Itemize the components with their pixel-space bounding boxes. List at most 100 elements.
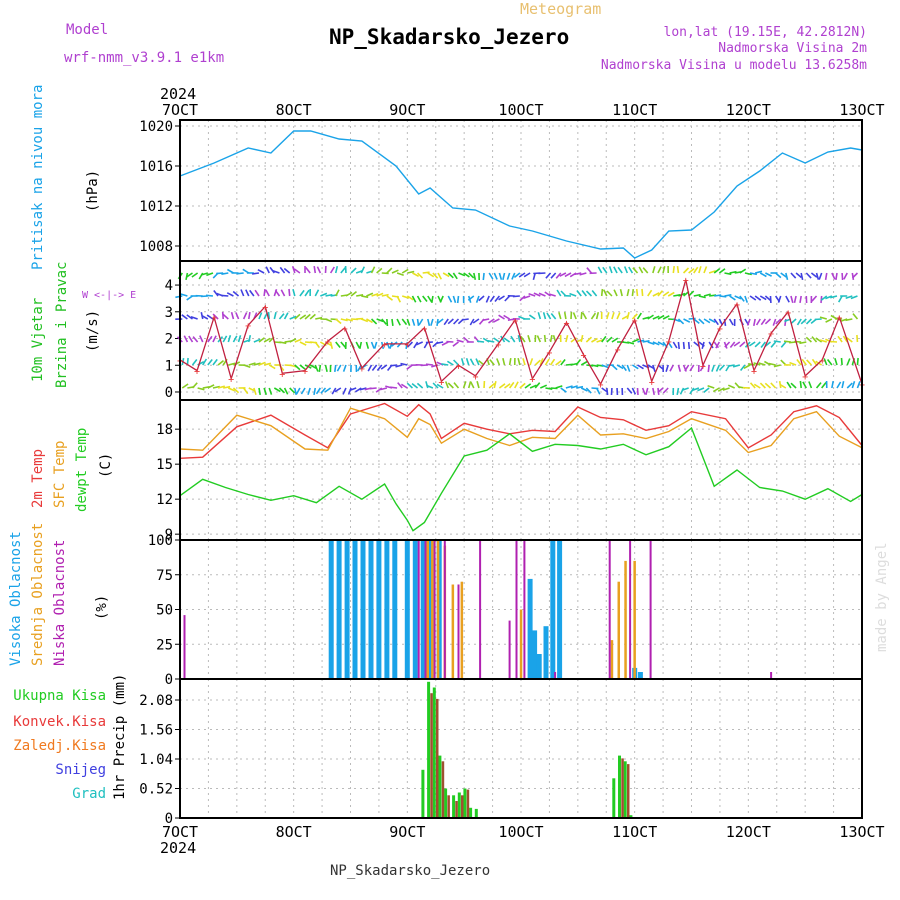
wind-arrow (727, 384, 736, 389)
wind-arrow (600, 288, 604, 297)
precip-total-bar (427, 681, 431, 818)
wind-arrow (475, 358, 480, 366)
wind-arrow (799, 341, 807, 345)
wind-arrow (461, 318, 469, 321)
wind-speed-marker: + (245, 321, 251, 332)
wind-speed-marker: + (734, 300, 740, 311)
wind-arrow (834, 358, 838, 366)
wind-arrow (371, 293, 379, 297)
time-tick-top: 9OCT (389, 101, 425, 119)
wind-arrow (427, 295, 433, 303)
wind-arrow (773, 340, 781, 343)
wind-ytick-label: 1 (165, 358, 173, 374)
wind-arrow (759, 272, 767, 278)
wind-speed-marker: + (382, 340, 388, 351)
wind-arrow (411, 382, 419, 389)
wind-arrow (265, 289, 270, 297)
pressure-ytick-label: 1012 (139, 199, 173, 215)
wind-arrow (452, 295, 457, 303)
wind-arrow (336, 364, 342, 372)
cloud-mid-bar (460, 581, 464, 679)
precip-total-bar (444, 788, 448, 818)
wind-arrow (574, 272, 582, 276)
wind-arrow (188, 335, 194, 343)
wind-arrow (345, 318, 353, 322)
wind-speed-line (179, 279, 863, 386)
wind-arrow (350, 290, 358, 297)
wind-arrow (811, 336, 818, 343)
wind-arrow (790, 272, 797, 279)
wind-arrow (657, 266, 662, 274)
wind-arrow (228, 362, 236, 366)
wind-arrow (453, 359, 460, 366)
wind-arrow (444, 381, 449, 389)
wind-arrow (467, 295, 475, 301)
wind-arrow (232, 387, 240, 394)
temp-ytick-label: 18 (156, 422, 173, 438)
wind-arrow (728, 318, 734, 326)
wind-arrow (411, 318, 416, 326)
wind-arrow (360, 266, 366, 274)
wind-arrow (294, 338, 302, 343)
wind-arrow (665, 364, 669, 372)
time-tick-bottom: 10OCT (498, 823, 543, 841)
wind-arrow (288, 288, 291, 297)
wind-arrow (591, 290, 598, 297)
wind-arrow (652, 266, 656, 274)
wind-arrow (549, 358, 556, 366)
wind-arrow (422, 271, 430, 274)
wind-arrow (641, 288, 644, 297)
precip-konv-bar (621, 758, 624, 818)
wind-arrow (572, 312, 577, 320)
wind-arrow (283, 312, 289, 320)
wind-arrow (754, 341, 761, 348)
wind-arrow (564, 272, 572, 278)
wind-arrow (638, 266, 644, 274)
wind-arrow (425, 363, 434, 366)
wind-arrow (202, 358, 208, 366)
wind-speed-marker: + (325, 337, 331, 348)
wind-arrow (623, 266, 629, 274)
wind-arrow (759, 382, 766, 389)
wind-arrow (212, 385, 220, 389)
wind-arrow (688, 317, 696, 320)
wind-arrow (597, 266, 603, 274)
wind-arrow (400, 383, 408, 389)
wind-arrow (502, 358, 506, 366)
wind-arrow (314, 364, 319, 372)
wind-arrow (698, 266, 702, 274)
wind-arrow (657, 314, 665, 320)
wind-arrow (790, 318, 797, 325)
wind-arrow (575, 359, 582, 366)
cloud-mid-bar (624, 560, 627, 679)
wind-arrow (335, 318, 342, 325)
wind-arrow (529, 384, 537, 389)
wind-arrow (749, 295, 757, 301)
wind-arrow (729, 341, 736, 348)
wind-compass: W <-|-> E (82, 290, 136, 301)
precip-total-bar (618, 755, 621, 818)
wind-arrow (519, 295, 526, 302)
cloud-low-bar (629, 540, 632, 679)
wind-arrow (207, 335, 213, 343)
wind-arrow (565, 385, 573, 389)
wind-arrow (212, 358, 218, 366)
wind-arrow (580, 360, 588, 366)
wind-arrow (186, 314, 193, 320)
wind-arrow (606, 312, 610, 320)
wind-arrow (764, 295, 772, 302)
cloud-high-bar (344, 540, 350, 679)
wind-arrow (441, 363, 449, 366)
wind-arrow (191, 382, 198, 389)
precip-total-bar (629, 815, 633, 818)
wind-arrow (601, 335, 607, 343)
wind-arrow (687, 341, 691, 350)
wind-arrow (846, 382, 853, 389)
temp-unit: (C) (98, 453, 114, 478)
wind-arrow (359, 341, 363, 349)
wind-arrow (635, 288, 639, 297)
wind-arrow (667, 291, 675, 297)
wind-arrow (427, 318, 431, 326)
wind-arrow (496, 358, 501, 366)
wind-arrow (815, 337, 823, 343)
